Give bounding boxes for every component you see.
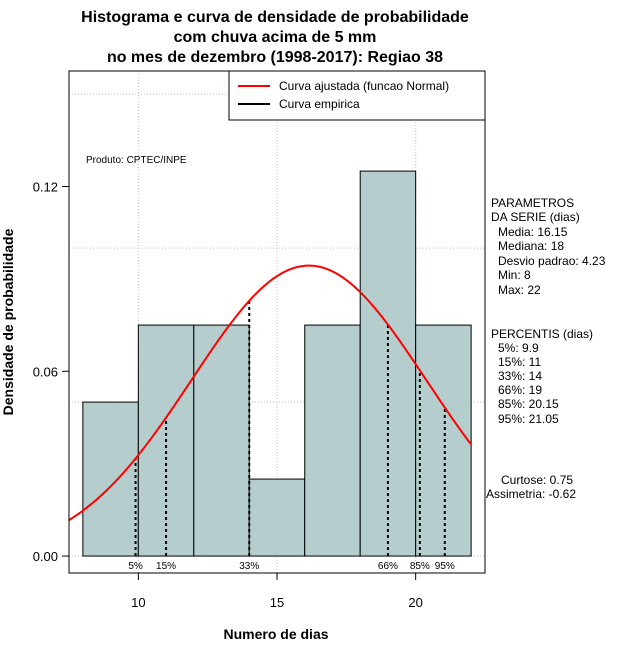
chart-title: Histograma e curva de densidade de proba… [81,9,469,66]
x-axis-label: Numero de dias [223,626,328,642]
parametros-line: Min: 8 [498,268,531,282]
parametros-line: Media: 16.15 [498,225,568,239]
normal-curve [68,264,472,522]
curtose-label: Curtose: 0.75 [501,473,573,487]
parametros-line: DA SERIE (dias) [491,210,580,224]
percentis-line: 85%: 20.15 [498,397,559,411]
percentis-block: PERCENTIS (dias) 5%: 9.9 15%: 11 33%: 14… [491,327,593,426]
y-axis: 0.00 0.06 0.12 [33,179,69,564]
parametros-block: PARAMETROS DA SERIE (dias) Media: 16.15 … [491,196,606,297]
y-tick-label: 0.06 [33,364,58,379]
normal-curve-layer [68,264,472,522]
legend: Curva ajustada (funcao Normal) Curva emp… [228,70,486,121]
histogram-bar [82,401,139,557]
percentis-line: 33%: 14 [498,369,542,383]
assimetria-label: Assimetria: -0.62 [486,487,576,501]
legend-label-normal: Curva ajustada (funcao Normal) [279,79,449,93]
x-tick-label: 20 [408,595,422,610]
x-axis: 10 15 20 [131,573,423,610]
percentis-line: 5%: 9.9 [498,341,539,355]
parametros-line: Desvio padrao: 4.23 [498,254,606,268]
produto-label: Produto: CPTEC/INPE [86,155,187,166]
percentis-line: 66%: 19 [498,383,542,397]
percentile-label: 5% [128,561,143,572]
parametros-line: PARAMETROS [491,196,574,210]
stats-block: Curtose: 0.75 Assimetria: -0.62 [486,473,576,501]
legend-box [228,70,486,121]
y-tick-label: 0.00 [33,549,58,564]
histogram-bar [304,324,361,557]
y-axis-label: Densidade de probabilidade [0,228,16,415]
percentile-label: 15% [156,561,176,572]
y-tick-label: 0.12 [33,179,58,194]
histogram-bar [248,478,306,557]
percentile-lines: 5% 15% 33% 66% 85% 95% [128,300,455,572]
percentile-label: 85% [410,561,430,572]
histogram-bars [82,170,472,557]
percentis-line: 95%: 21.05 [498,412,559,426]
percentis-line: PERCENTIS (dias) [491,327,593,341]
title-line-3: no mes de dezembro (1998-2017): Regiao 3… [107,49,443,66]
parametros-line: Max: 22 [498,283,541,297]
histogram-bar [415,324,472,557]
x-tick-label: 10 [131,595,145,610]
title-line-2: com chuva acima de 5 mm [174,29,377,46]
percentile-label: 95% [435,561,455,572]
parametros-line: Mediana: 18 [498,239,564,253]
title-line-1: Histograma e curva de densidade de proba… [81,9,469,26]
x-tick-label: 15 [270,595,284,610]
percentile-label: 66% [378,561,398,572]
percentis-line: 15%: 11 [498,355,541,369]
legend-label-empirica: Curva empirica [279,97,360,111]
histogram-bar [193,324,250,557]
percentile-label: 33% [239,561,259,572]
